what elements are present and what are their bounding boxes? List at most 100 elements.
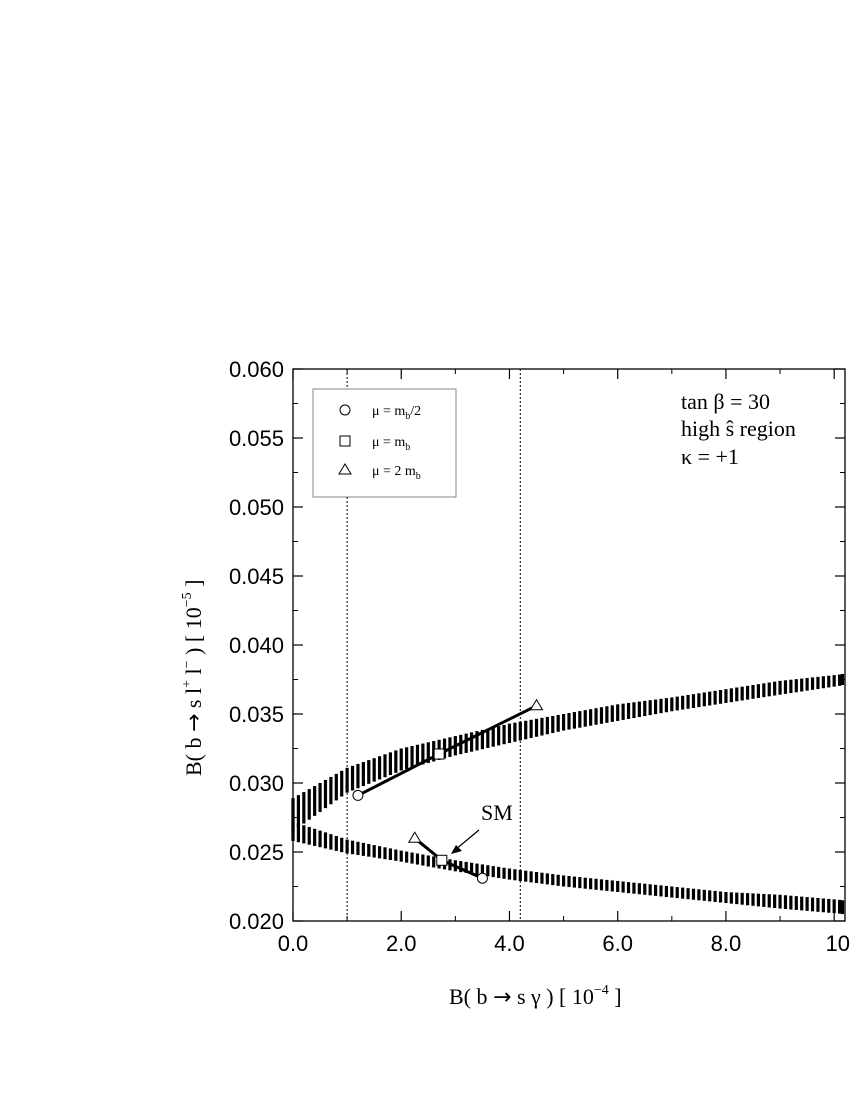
lower-band-bar: [702, 889, 706, 901]
lower-band-bar: [491, 866, 495, 878]
x-tick-label: 4.0: [494, 931, 525, 956]
lower-band-bar: [740, 892, 744, 905]
upper-band-bar: [599, 707, 604, 724]
lower-band-bar: [377, 846, 382, 859]
lower-band-bar: [410, 852, 414, 864]
lower-band-bar: [361, 842, 365, 856]
lower-band-bar: [697, 889, 701, 901]
upper-band-bar: [296, 795, 301, 828]
legend: μ = mb/2 μ = mb μ = 2 mb: [312, 388, 457, 498]
annotation-line-2: high ŝ region: [681, 416, 796, 441]
lower-band-bar: [313, 828, 317, 846]
upper-band-bar: [329, 776, 333, 805]
legend-item-1: μ = mb/2: [372, 404, 421, 422]
lower-band-bar: [302, 825, 306, 844]
upper-band-bar: [572, 712, 577, 729]
upper-band-bar: [377, 756, 382, 780]
connector-line-1: [357, 704, 538, 797]
legend-triangle-marker: [338, 463, 352, 475]
lower-band-bar: [372, 845, 376, 858]
lower-band-bar: [789, 895, 793, 910]
upper-band-bar: [524, 720, 528, 740]
legend-item-2: μ = mb: [372, 435, 410, 453]
upper-band-bar: [534, 718, 539, 737]
upper-band-bar: [773, 681, 777, 696]
upper-band-bar: [718, 689, 723, 704]
lower-band-bar: [767, 894, 771, 908]
upper-band-bar: [794, 679, 798, 693]
upper-band-bar: [610, 705, 614, 722]
y-tick-label: 0.040: [229, 633, 284, 658]
square-marker: [433, 748, 445, 760]
lower-band-bar: [648, 884, 652, 896]
lower-band-bar: [291, 821, 295, 841]
lower-band-bar: [334, 835, 338, 851]
lower-band-bar: [664, 885, 669, 897]
lower-band-bar: [545, 873, 549, 885]
lower-band-bar: [810, 897, 815, 912]
lower-band-bar: [800, 896, 804, 911]
upper-band-bar: [670, 697, 674, 712]
upper-band-bar: [816, 676, 820, 690]
lower-band-bar: [345, 839, 349, 854]
upper-band-bar: [697, 693, 701, 708]
upper-band-bar: [648, 700, 652, 716]
upper-band-bar: [421, 743, 425, 765]
upper-band-bar: [383, 754, 387, 778]
lower-band-bar: [735, 892, 739, 905]
upper-band-bar: [621, 703, 625, 720]
lower-band-bar: [480, 864, 485, 876]
lower-band-bar: [708, 890, 712, 902]
lower-band-bar: [729, 892, 733, 904]
upper-band-bar: [307, 789, 311, 820]
upper-band-bar: [405, 747, 409, 770]
legend-item-3: μ = 2 mb: [372, 464, 421, 482]
upper-band-bar: [415, 744, 420, 767]
upper-band-bar: [702, 692, 706, 707]
lower-band-bar: [561, 875, 566, 887]
y-tick-label: 0.060: [229, 357, 284, 382]
lower-band-bar: [318, 830, 322, 848]
upper-band-bar: [551, 715, 555, 734]
lower-band-bar: [778, 894, 782, 909]
x-tick-label: 0.0: [278, 931, 309, 956]
data-markers: [352, 698, 544, 884]
lower-band-bar: [691, 888, 696, 900]
upper-band-bar: [659, 698, 663, 714]
y-tick-label: 0.050: [229, 495, 284, 520]
upper-band-bar: [827, 675, 831, 688]
upper-band-bar: [589, 709, 593, 726]
upper-band-bar: [486, 728, 490, 748]
y-tick-label: 0.055: [229, 426, 284, 451]
upper-band-bar: [686, 694, 690, 709]
lower-band-bar: [486, 865, 490, 877]
data-bands: [291, 673, 845, 915]
upper-band-bar: [356, 763, 360, 789]
upper-band-bar: [388, 752, 393, 775]
upper-band-bar: [367, 760, 371, 784]
upper-band-bar: [291, 798, 295, 832]
upper-band-bar: [399, 748, 403, 771]
upper-band-bar: [653, 699, 658, 715]
x-tick-label: 6.0: [602, 931, 633, 956]
upper-band-bar: [345, 767, 349, 793]
lower-band-bar: [502, 867, 506, 879]
circle-marker: [352, 789, 364, 801]
lower-band-bar: [821, 898, 825, 913]
y-tick-label: 0.025: [229, 840, 284, 865]
lower-band-bar: [724, 892, 728, 904]
lower-band-bar: [518, 869, 522, 881]
lower-band-bar: [464, 861, 468, 873]
lower-band-bar: [637, 883, 641, 895]
lower-band-bar: [686, 888, 690, 900]
lower-band-bar: [616, 880, 620, 893]
upper-band-bar: [751, 685, 755, 699]
lower-band-bar: [621, 881, 625, 893]
upper-band-bar: [664, 698, 669, 713]
lower-band-bar: [540, 872, 544, 884]
lower-band-bar: [556, 874, 560, 886]
y-axis-title: B( b → s l+ l− ) [ 10−5 ]: [180, 580, 207, 776]
upper-band-bar: [480, 729, 485, 750]
upper-band-bar: [361, 762, 365, 787]
